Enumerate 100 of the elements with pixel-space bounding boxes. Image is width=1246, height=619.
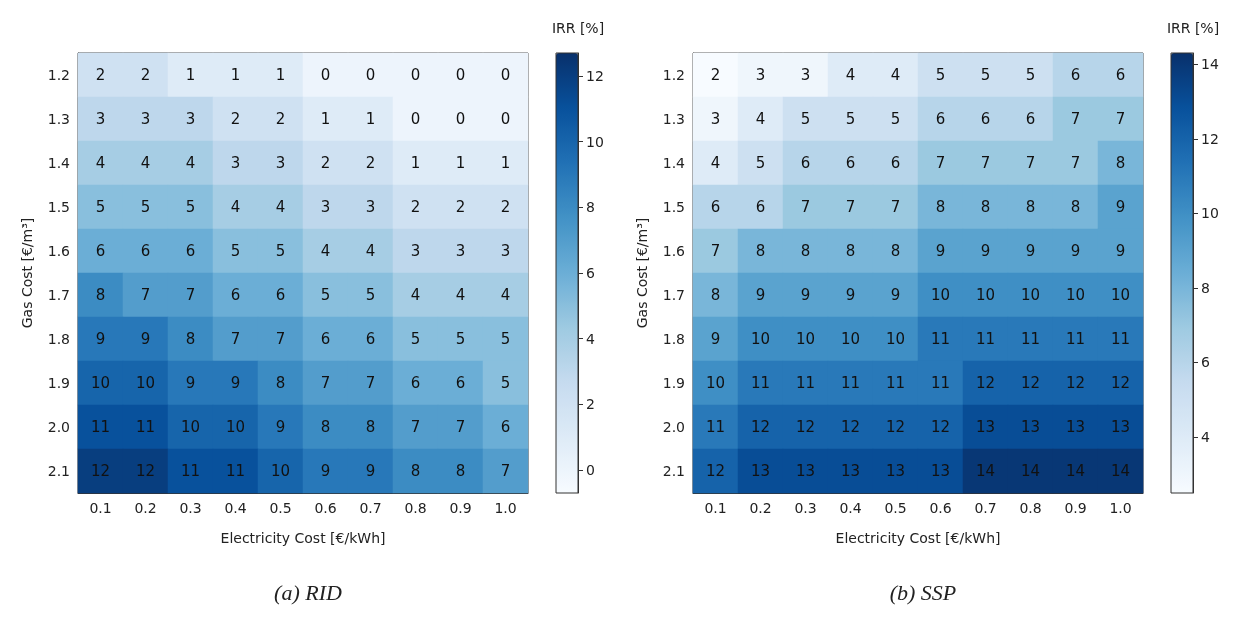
data-label: 7 [1070,110,1081,128]
x-tick-label: 0.6 [314,500,337,516]
data-label: 4 [410,286,421,304]
data-label: 7 [1070,154,1081,172]
data-label: 10 [1110,286,1131,304]
data-label: 13 [1110,418,1131,436]
data-label: 11 [705,418,726,436]
x-tick-label: 0.7 [359,500,382,516]
y-tick-label: 1.5 [662,199,685,215]
data-label: 6 [365,330,376,348]
y-tick-label: 1.8 [47,331,70,347]
data-label: 10 [975,286,996,304]
data-label: 9 [1070,242,1081,260]
data-label: 11 [795,374,816,392]
data-label: 5 [845,110,856,128]
data-label: 9 [935,242,946,260]
x-tick-label: 1.0 [494,500,517,516]
data-label: 4 [845,66,856,84]
x-tick-label: 0.2 [134,500,157,516]
data-label: 7 [275,330,286,348]
data-label: 8 [320,418,331,436]
data-label: 13 [975,418,996,436]
x-tick-label: 0.2 [749,500,772,516]
x-tick-label: 1.0 [1109,500,1132,516]
data-label: 2 [230,110,241,128]
data-label: 6 [710,198,721,216]
color-bar-label: 8 [1201,279,1210,296]
data-label: 5 [500,374,511,392]
data-label: 4 [140,154,151,172]
data-label: 11 [90,418,111,436]
data-label: 8 [275,374,286,392]
data-label: 7 [845,198,856,216]
data-label: 13 [750,462,771,480]
data-label: 10 [885,330,906,348]
data-label: 6 [800,154,811,172]
data-label: 10 [270,462,291,480]
data-label: 13 [1020,418,1041,436]
y-tick-label: 1.6 [47,243,71,259]
data-label: 7 [320,374,331,392]
data-label: 9 [890,286,901,304]
data-label: 13 [795,462,816,480]
data-label: 8 [710,286,721,304]
data-label: 1 [500,154,511,172]
data-label: 11 [1065,330,1086,348]
data-label: 9 [365,462,376,480]
data-label: 2 [140,66,151,84]
x-tick-label: 0.9 [1064,500,1087,516]
data-label: 8 [755,242,766,260]
x-tick-label: 0.8 [1019,500,1042,516]
y-tick-label: 1.2 [662,67,685,83]
x-tick-label: 0.1 [89,500,112,516]
data-label: 6 [230,286,241,304]
data-label: 5 [185,198,196,216]
data-label: 11 [930,330,951,348]
data-label: 1 [455,154,466,172]
data-label: 0 [410,110,421,128]
data-label: 4 [455,286,466,304]
color-bar-label: 0 [586,462,595,479]
data-label: 0 [455,110,466,128]
data-label: 5 [980,66,991,84]
data-label: 8 [1070,198,1081,216]
data-label: 1 [365,110,376,128]
data-label: 11 [750,374,771,392]
data-label: 12 [840,418,861,436]
data-label: 8 [890,242,901,260]
data-label: 6 [1070,66,1081,84]
data-label: 6 [95,242,106,260]
data-label: 13 [930,462,951,480]
data-label: 5 [500,330,511,348]
data-label: 5 [230,242,241,260]
data-label: 3 [365,198,376,216]
data-label: 14 [1065,462,1086,480]
data-label: 8 [1115,154,1126,172]
data-label: 2 [500,198,511,216]
data-label: 4 [275,198,286,216]
data-label: 11 [840,374,861,392]
data-label: 5 [320,286,331,304]
y-tick-label: 1.4 [662,155,686,171]
data-label: 12 [885,418,906,436]
data-label: 7 [935,154,946,172]
data-label: 10 [840,330,861,348]
data-label: 5 [1025,66,1036,84]
data-label: 10 [1020,286,1041,304]
data-label: 0 [365,66,376,84]
data-label: 11 [225,462,246,480]
color-bar-title: IRR [%] [551,20,605,36]
data-label: 12 [1110,374,1131,392]
data-label: 12 [135,462,156,480]
data-label: 2 [710,66,721,84]
x-tick-label: 0.4 [224,500,247,516]
data-label: 9 [1025,242,1036,260]
data-label: 12 [1020,374,1041,392]
y-tick-label: 1.9 [662,375,685,391]
data-label: 9 [710,330,721,348]
data-label: 6 [935,110,946,128]
data-label: 7 [1025,154,1036,172]
y-tick-label: 1.8 [662,331,685,347]
y-tick-label: 1.4 [47,155,71,171]
data-label: 9 [845,286,856,304]
data-label: 2 [410,198,421,216]
